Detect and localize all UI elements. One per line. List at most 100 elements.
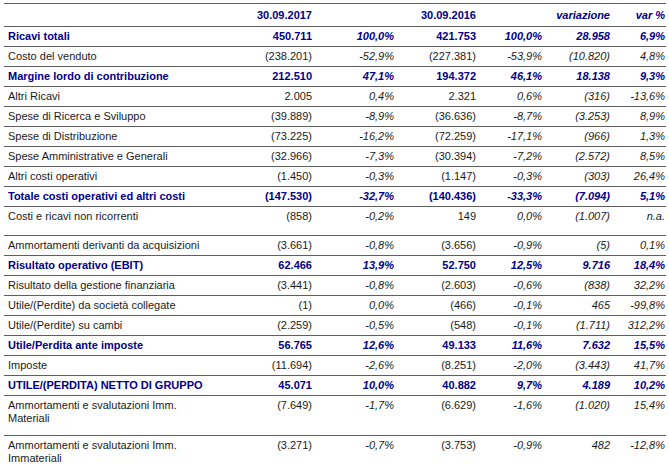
row-label: Spese di Ricerca e Sviluppo xyxy=(4,107,244,127)
value-2017: 212.510 xyxy=(244,67,313,87)
pct-2016: -53,9% xyxy=(477,47,543,67)
pct-2017: 12,6% xyxy=(313,336,395,356)
row-label: Risultato operativo (EBIT) xyxy=(4,256,244,276)
row-label-line2: Materiali xyxy=(8,412,243,425)
variazione-value: 4.189 xyxy=(543,376,611,396)
table-row: Altri costi operativi(1.450)-0,3%(1.147)… xyxy=(4,167,666,187)
row-label: Totale costi operativi ed altri costi xyxy=(4,187,244,207)
pct-2017: 100,0% xyxy=(313,27,395,47)
value-2016: (72.259) xyxy=(395,127,477,147)
value-2016: (1.147) xyxy=(395,167,477,187)
value-2016: (3.753) xyxy=(395,436,477,473)
table-row: Utile/(Perdite) su cambi(2.259)-0,5%(548… xyxy=(4,316,666,336)
table-row: Ammortamenti e svalutazioni Imm.Immateri… xyxy=(4,436,666,473)
value-2016: (548) xyxy=(395,316,477,336)
variazione-value: (3.443) xyxy=(543,356,611,376)
var-pct-value: 32,2% xyxy=(611,276,666,296)
header-pct-2016 xyxy=(477,4,543,27)
pct-2016: 12,5% xyxy=(477,256,543,276)
value-2017: (238.201) xyxy=(244,47,313,67)
pct-2016: -17,1% xyxy=(477,127,543,147)
row-label: Spese Amministrative e Generali xyxy=(4,147,244,167)
variazione-value: (1.711) xyxy=(543,316,611,336)
row-label: Utile/(Perdite) su cambi xyxy=(4,316,244,336)
value-2016: 2.321 xyxy=(395,87,477,107)
var-pct-value: 4,8% xyxy=(611,47,666,67)
variazione-value: (2.572) xyxy=(543,147,611,167)
variazione-value: (5) xyxy=(543,236,611,256)
financial-statement-page: 30.09.2017 30.09.2016 variazione var % R… xyxy=(0,0,669,473)
header-variazione: variazione xyxy=(543,4,611,27)
pct-2016: -0,1% xyxy=(477,316,543,336)
variazione-value: 482 xyxy=(543,436,611,473)
income-statement-table: 30.09.2017 30.09.2016 variazione var % R… xyxy=(4,3,666,473)
header-date-2016: 30.09.2016 xyxy=(395,4,477,27)
variazione-value: 9.716 xyxy=(543,256,611,276)
header-row: 30.09.2017 30.09.2016 variazione var % xyxy=(4,4,666,27)
var-pct-value: 8,9% xyxy=(611,107,666,127)
value-2016: (30.394) xyxy=(395,147,477,167)
pct-2016: -0,6% xyxy=(477,276,543,296)
table-row: Ammortamenti derivanti da acquisizioni(3… xyxy=(4,236,666,256)
table-row: Risultato della gestione finanziaria(3.4… xyxy=(4,276,666,296)
header-label-column xyxy=(4,4,244,27)
var-pct-value: 8,5% xyxy=(611,147,666,167)
var-pct-value: -99,8% xyxy=(611,296,666,316)
var-pct-value: 26,4% xyxy=(611,167,666,187)
row-label: Spese di Distribuzione xyxy=(4,127,244,147)
pct-2017: -32,7% xyxy=(313,187,395,207)
table-row: Utile/(Perdite) da società collegate(1)0… xyxy=(4,296,666,316)
pct-2017: -52,9% xyxy=(313,47,395,67)
pct-2017: -0,8% xyxy=(313,236,395,256)
var-pct-value: 312,2% xyxy=(611,316,666,336)
var-pct-value: -13,6% xyxy=(611,87,666,107)
row-label: Costi e ricavi non ricorrenti xyxy=(4,207,244,236)
value-2017: (3.271) xyxy=(244,436,313,473)
value-2017: (73.225) xyxy=(244,127,313,147)
pct-2016: -8,7% xyxy=(477,107,543,127)
variazione-value: (838) xyxy=(543,276,611,296)
pct-2017: -0,7% xyxy=(313,436,395,473)
value-2017: 450.711 xyxy=(244,27,313,47)
row-label: UTILE/(PERDITA) NETTO DI GRUPPO xyxy=(4,376,244,396)
value-2017: 2.005 xyxy=(244,87,313,107)
table-row: UTILE/(PERDITA) NETTO DI GRUPPO45.071 10,… xyxy=(4,376,666,396)
value-2017: (7.649) xyxy=(244,396,313,436)
row-label-line2: Immateriali xyxy=(8,452,243,465)
pct-2017: 0,4% xyxy=(313,87,395,107)
pct-2017: 13,9% xyxy=(313,256,395,276)
var-pct-value: n.a. xyxy=(611,207,666,236)
variazione-value: 28.958 xyxy=(543,27,611,47)
table-row: Ricavi totali450.711100,0%421.753100,0%2… xyxy=(4,27,666,47)
table-row: Margine lordo di contribuzione212.51047,… xyxy=(4,67,666,87)
table-row: Spese di Distribuzione(73.225)-16,2%(72.… xyxy=(4,127,666,147)
pct-2017: -8,9% xyxy=(313,107,395,127)
var-pct-value: 0,1% xyxy=(611,236,666,256)
variazione-value: 465 xyxy=(543,296,611,316)
pct-2016: -7,2% xyxy=(477,147,543,167)
var-pct-value: 1,3% xyxy=(611,127,666,147)
row-label: Ricavi totali xyxy=(4,27,244,47)
pct-2016: -0,1% xyxy=(477,296,543,316)
value-2016: (140.436) xyxy=(395,187,477,207)
value-2016: (3.656) xyxy=(395,236,477,256)
table-row: Risultato operativo (EBIT)62.46613,9%52.… xyxy=(4,256,666,276)
variazione-value: (3.253) xyxy=(543,107,611,127)
value-2016: (227.381) xyxy=(395,47,477,67)
pct-2016: -33,3% xyxy=(477,187,543,207)
value-2017: 45.071 xyxy=(244,376,313,396)
pct-2017: -2,6% xyxy=(313,356,395,376)
var-pct-value: 10,2% xyxy=(611,376,666,396)
pct-2016: 9,7% xyxy=(477,376,543,396)
value-2016: 149 xyxy=(395,207,477,236)
value-2017: 56.765 xyxy=(244,336,313,356)
value-2017: (858) xyxy=(244,207,313,236)
value-2017: (32.966) xyxy=(244,147,313,167)
value-2017: (147.530) xyxy=(244,187,313,207)
pct-2017: -16,2% xyxy=(313,127,395,147)
pct-2016: -0,9% xyxy=(477,436,543,473)
table-row: Ammortamenti e svalutazioni Imm.Material… xyxy=(4,396,666,436)
pct-2016: -0,9% xyxy=(477,236,543,256)
row-label: Ammortamenti e svalutazioni Imm.Material… xyxy=(4,396,244,436)
pct-2017: -0,3% xyxy=(313,167,395,187)
